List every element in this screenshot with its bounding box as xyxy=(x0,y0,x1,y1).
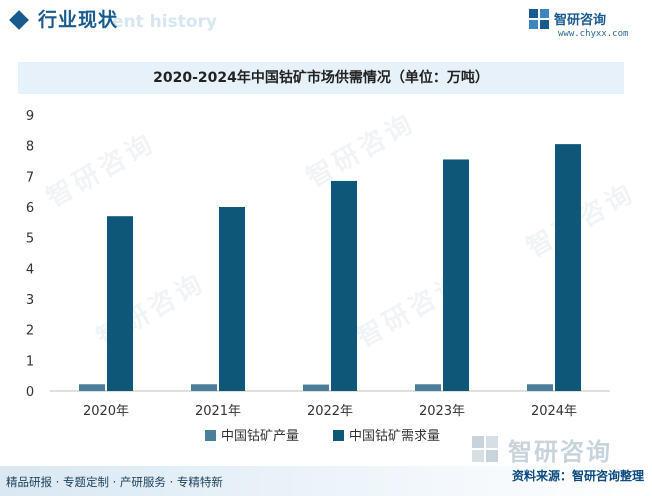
footer-logo-icon xyxy=(472,436,498,462)
brand: 智研咨询 www.chyxx.com xyxy=(528,7,638,43)
x-tick-label: 2024年 xyxy=(531,404,577,419)
legend-swatch xyxy=(205,430,216,441)
legend-label: 中国钴矿产量 xyxy=(221,429,299,444)
bar-production xyxy=(79,384,105,391)
bar-production xyxy=(303,384,329,391)
y-tick-label: 6 xyxy=(26,201,34,216)
legend-swatch xyxy=(333,430,344,441)
bar-chart: 0 1 2 3 4 5 6 7 8 9 2020年 2021年 2022年 2023年 2024年中国钴矿产… xyxy=(26,109,610,444)
bar-production xyxy=(415,384,441,391)
brand-url: www.chyxx.com xyxy=(558,29,629,39)
bar-demand xyxy=(107,216,133,391)
footer-logo-text: 智研咨询 xyxy=(508,438,612,466)
footer-logo: 智研咨询 xyxy=(470,432,640,466)
footer: 精品研报 · 专题定制 · 产研服务 · 专精特新 资料来源：智研咨询整理 xyxy=(0,466,652,496)
y-tick-label: 5 xyxy=(26,232,34,247)
chart-title: 2020-2024年中国钴矿市场供需情况（单位：万吨） xyxy=(153,70,489,86)
section-title: 行业现状 xyxy=(38,9,119,31)
x-tick-label: 2023年 xyxy=(419,404,465,419)
legend-label: 中国钴矿需求量 xyxy=(349,429,440,444)
header: ent history 行业现状 智研咨询 www.chyxx.com xyxy=(0,0,652,46)
bar-demand xyxy=(219,207,245,391)
y-tick-label: 8 xyxy=(26,140,34,155)
bar-production xyxy=(191,384,217,391)
bar-demand xyxy=(443,159,469,391)
brand-logo-icon xyxy=(529,9,549,29)
x-tick-label: 2022年 xyxy=(307,404,353,419)
diamond-icon xyxy=(9,10,29,30)
chart-title-band: 2020-2024年中国钴矿市场供需情况（单位：万吨） xyxy=(18,62,624,94)
y-tick-label: 3 xyxy=(26,293,34,308)
bar-demand xyxy=(555,144,581,391)
bar-demand xyxy=(331,180,357,391)
y-tick-label: 4 xyxy=(26,262,34,277)
x-tick-label: 2020年 xyxy=(83,404,129,419)
bar-production xyxy=(527,384,553,391)
y-tick-label: 7 xyxy=(26,170,34,185)
y-tick-label: 9 xyxy=(26,109,34,124)
data-source: 资料来源：智研咨询整理 xyxy=(511,469,644,483)
footer-links: 精品研报 · 专题定制 · 产研服务 · 专精特新 xyxy=(6,475,223,489)
y-tick-label: 2 xyxy=(26,324,34,339)
x-tick-label: 2021年 xyxy=(195,404,241,419)
brand-name: 智研咨询 xyxy=(554,13,607,28)
header-ghost-text: ent history xyxy=(112,12,217,32)
y-tick-label: 1 xyxy=(26,354,34,369)
y-tick-label: 0 xyxy=(26,385,34,400)
